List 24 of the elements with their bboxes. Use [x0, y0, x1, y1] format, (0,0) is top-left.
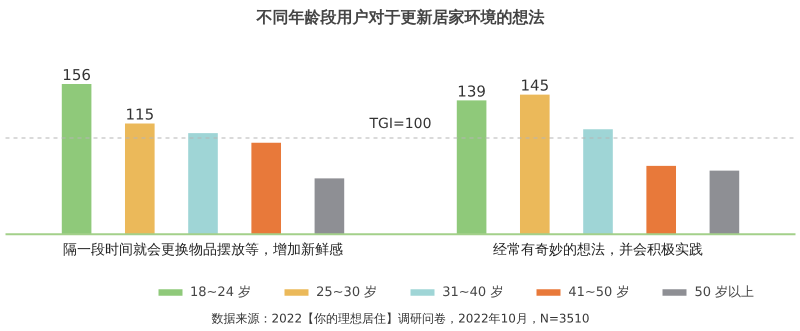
chart-title: 不同年龄段用户对于更新居家环境的想法	[256, 8, 544, 26]
bar	[583, 129, 613, 234]
data-label: 156	[62, 66, 91, 84]
ref-line-label: TGI=100	[368, 116, 432, 132]
bar	[124, 124, 155, 234]
legend-label: 31~40 岁	[442, 284, 504, 301]
bar	[62, 84, 92, 234]
bar	[314, 178, 344, 234]
bar	[188, 133, 218, 234]
legend-label: 41~50 岁	[568, 284, 630, 301]
bar	[251, 142, 282, 234]
legend-label: 50 岁以上	[694, 284, 754, 301]
bar	[456, 100, 486, 234]
data-label: 145	[520, 76, 550, 95]
x-tick-label: 经常有奇妙的想法，并会积极实践	[493, 242, 703, 258]
data-label: 115	[125, 106, 154, 124]
bar	[710, 170, 740, 234]
legend-label: 18~24 岁	[190, 284, 252, 301]
data-label: 139	[457, 82, 486, 100]
legend-label: 25~30 岁	[316, 284, 378, 301]
source-note: 数据来源：2022【你的理想居住】调研问卷，2022年10月，N=3510	[212, 312, 590, 326]
x-tick-label: 隔一段时间就会更换物品摆放等，增加新鲜感	[63, 242, 343, 258]
bar	[646, 166, 676, 234]
bar	[520, 94, 550, 234]
